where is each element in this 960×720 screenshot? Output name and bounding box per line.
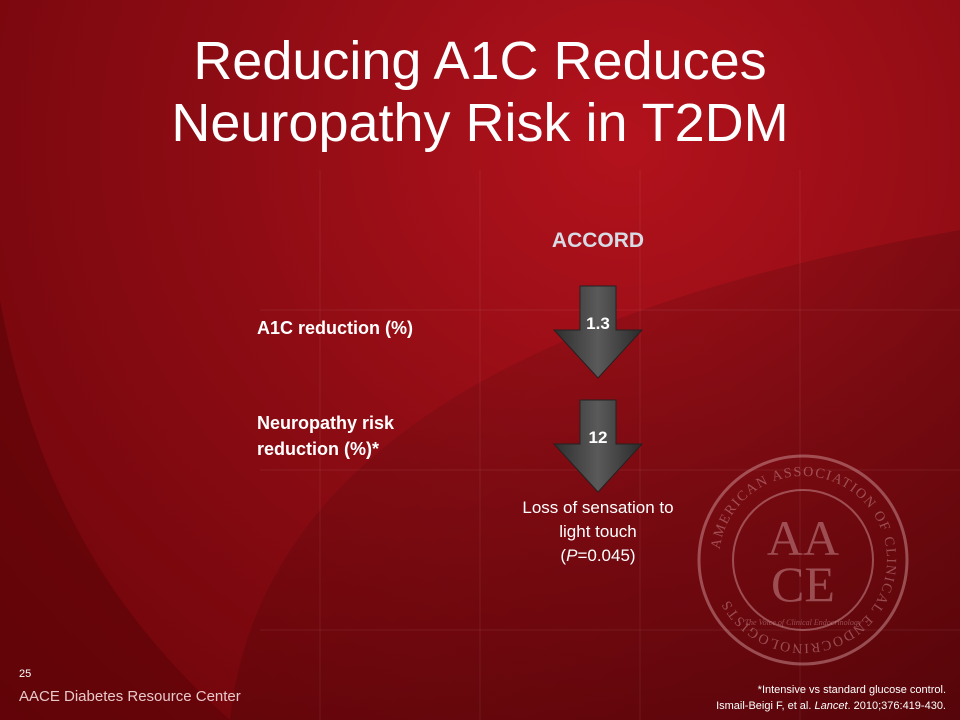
footnote-line-1: *Intensive vs standard glucose control.	[757, 684, 946, 696]
down-arrow-icon	[552, 399, 644, 493]
a1c-reduction-value: 1.3	[586, 314, 610, 333]
study-name: ACCORD	[551, 229, 645, 252]
slide-number: 25	[19, 668, 32, 680]
outcome-line-1: Loss of sensation to	[522, 498, 674, 517]
footer-brand: AACE Diabetes Resource Center	[19, 688, 241, 705]
title-line-1: Reducing A1C Reduces	[193, 31, 767, 91]
neuropathy-down-arrow: 12	[550, 398, 646, 494]
aace-seal-logo: AMERICAN ASSOCIATION OF CLINICAL ENDOCRI…	[697, 454, 909, 666]
seal-motto: The Voice of Clinical Endocrinology	[745, 618, 862, 627]
slide-title: Reducing A1C Reduces Neuropathy Risk in …	[0, 30, 960, 154]
seal-monogram-top: AA	[767, 510, 839, 566]
p-value: (P=0.045)	[560, 546, 636, 565]
outcome-description: Loss of sensation to light touch (P=0.04…	[480, 496, 716, 568]
outcome-line-2: light touch	[559, 522, 637, 541]
a1c-down-arrow: 1.3	[550, 284, 646, 380]
footnote: *Intensive vs standard glucose control. …	[716, 682, 946, 714]
neuropathy-reduction-value: 12	[588, 428, 608, 447]
neuropathy-label-line-2: reduction (%)*	[257, 439, 380, 459]
down-arrow-icon	[552, 285, 644, 379]
neuropathy-label-line-1: Neuropathy risk	[257, 413, 395, 433]
seal-monogram-bottom: CE	[771, 556, 835, 612]
a1c-reduction-label: A1C reduction (%)	[257, 318, 414, 338]
citation: Ismail-Beigi F, et al. Lancet. 2010;376:…	[716, 700, 946, 712]
neuropathy-risk-label: Neuropathy risk reduction (%)*	[257, 410, 497, 462]
title-line-2: Neuropathy Risk in T2DM	[171, 93, 789, 153]
